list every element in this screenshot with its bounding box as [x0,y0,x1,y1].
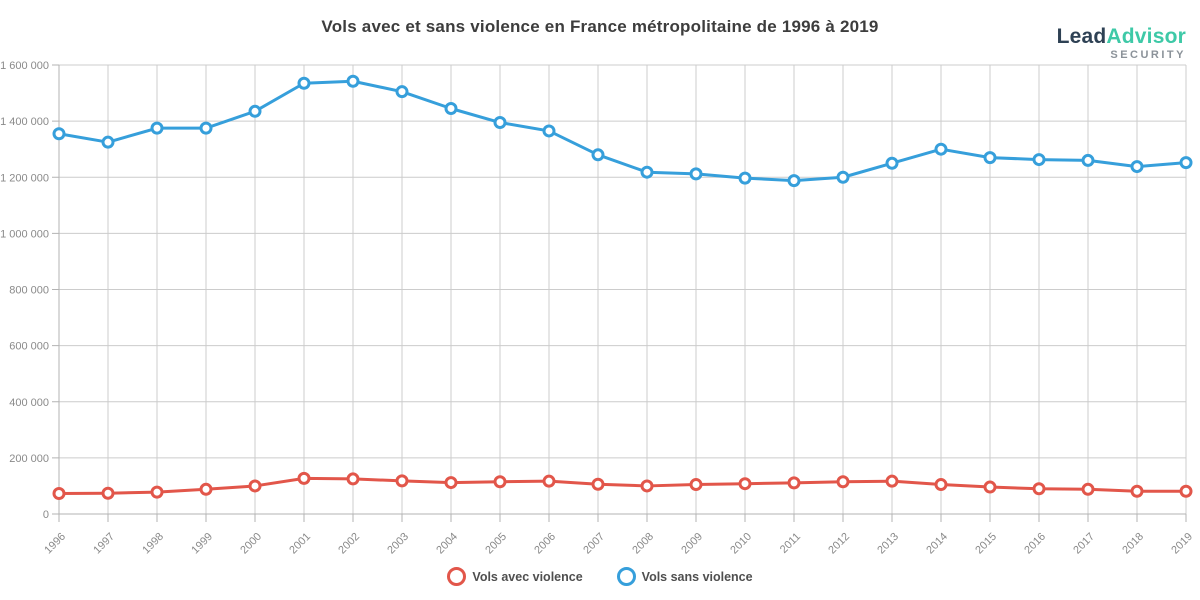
data-point-marker[interactable] [346,472,360,486]
x-axis-tick-label: 1996 [42,531,68,557]
data-point-marker[interactable] [836,475,850,489]
y-axis-tick-label: 1 200 000 [0,172,49,184]
data-point-marker[interactable] [640,165,654,179]
data-point-marker[interactable] [1179,156,1193,170]
series-line-avec [57,476,1188,496]
data-point-marker[interactable] [591,148,605,162]
x-axis-tick-label: 1999 [189,531,215,557]
data-point-marker[interactable] [983,480,997,494]
data-point-marker[interactable] [689,478,703,492]
x-axis-tick-label: 2014 [924,531,950,557]
data-point-marker[interactable] [1130,484,1144,498]
data-point-marker[interactable] [542,474,556,488]
x-axis-tick-label: 2010 [728,531,754,557]
y-axis-tick-label: 600 000 [9,341,49,353]
logo-wordmark: LeadAdvisor [1057,26,1186,47]
x-axis-tick-label: 2001 [287,531,313,557]
data-point-marker[interactable] [395,474,409,488]
data-point-marker[interactable] [150,121,164,135]
data-point-marker[interactable] [52,487,66,501]
x-axis-tick-label: 2011 [778,531,803,556]
data-point-marker[interactable] [885,474,899,488]
x-axis-tick-label: 2018 [1120,531,1146,557]
data-point-marker[interactable] [248,104,262,118]
data-point-marker[interactable] [101,135,115,149]
data-point-marker[interactable] [1032,482,1046,496]
data-point-marker[interactable] [493,116,507,130]
data-point-marker[interactable] [199,482,213,496]
x-axis-tick-label: 2012 [826,531,852,557]
x-axis-tick-label: 2003 [385,531,411,557]
logo-lead-text: Lead [1056,25,1107,48]
data-point-marker[interactable] [689,167,703,181]
data-point-marker[interactable] [101,486,115,500]
x-axis-tick-label: 2000 [238,531,264,557]
data-point-marker[interactable] [885,156,899,170]
data-point-marker[interactable] [787,174,801,188]
data-point-marker[interactable] [297,471,311,485]
data-point-marker[interactable] [444,476,458,490]
data-point-marker[interactable] [1081,153,1095,167]
x-axis-tick-label: 1997 [91,531,117,557]
x-axis-tick-label: 2009 [679,531,705,557]
legend-label-sans: Vols sans violence [641,569,753,584]
data-point-marker[interactable] [836,170,850,184]
x-axis-tick-label: 2005 [483,531,509,557]
data-point-marker[interactable] [787,476,801,490]
x-axis-tick-label: 2016 [1022,531,1048,557]
data-point-marker[interactable] [542,124,556,138]
legend-item-vols-sans-violence[interactable]: Vols sans violence [616,567,753,586]
y-axis-tick-label: 800 000 [9,285,49,297]
y-axis-tick-label: 400 000 [9,397,49,409]
x-axis-tick-label: 2004 [434,531,460,557]
x-axis-tick-label: 2006 [532,531,558,557]
x-axis-tick-label: 2002 [336,531,362,557]
data-point-marker[interactable] [738,477,752,491]
legend-marker-sans-icon [616,567,636,586]
logo-security-text: SECURITY [1110,49,1186,61]
data-point-marker[interactable] [1081,482,1095,496]
data-point-marker[interactable] [1032,153,1046,167]
data-point-marker[interactable] [591,477,605,491]
y-axis-tick-label: 200 000 [9,453,49,465]
x-axis-tick-label: 1998 [140,531,166,557]
series-line-sans [57,79,1188,183]
data-point-marker[interactable] [983,151,997,165]
data-point-marker[interactable] [738,171,752,185]
logo-advisor-text: Advisor [1106,25,1186,48]
y-axis-tick-label: 1 400 000 [0,116,49,128]
data-point-marker[interactable] [444,101,458,115]
legend-marker-avec-icon [447,567,467,586]
data-point-marker[interactable] [1179,484,1193,498]
leadadvisor-logo: LeadAdvisor SECURITY [1057,26,1186,61]
data-point-marker[interactable] [1130,160,1144,174]
data-point-marker[interactable] [150,485,164,499]
x-axis-tick-label: 2015 [973,531,999,557]
data-point-marker[interactable] [248,479,262,493]
y-axis-tick-label: 1 000 000 [0,228,49,240]
data-point-marker[interactable] [199,121,213,135]
x-axis-tick-label: 2008 [630,531,656,557]
data-point-marker[interactable] [934,478,948,492]
data-point-marker[interactable] [934,142,948,156]
data-point-marker[interactable] [52,127,66,141]
x-axis-tick-label: 2017 [1071,531,1097,557]
x-axis-tick-label: 2019 [1169,531,1195,557]
legend-item-vols-avec-violence[interactable]: Vols avec violence [447,567,583,586]
x-axis-tick-label: 2007 [581,531,607,557]
legend-label-avec: Vols avec violence [472,569,583,584]
y-axis-tick-label: 0 [43,509,49,521]
x-axis-tick-label: 2013 [875,531,901,557]
data-point-marker[interactable] [395,85,409,99]
y-axis-tick-label: 1 600 000 [0,60,49,72]
chart-title: Vols avec et sans violence en France mét… [321,17,879,36]
chart-legend: Vols avec violence Vols sans violence [0,567,1200,586]
data-point-marker[interactable] [640,479,654,493]
data-point-marker[interactable] [493,475,507,489]
data-point-marker[interactable] [297,76,311,90]
data-point-marker[interactable] [346,74,360,88]
